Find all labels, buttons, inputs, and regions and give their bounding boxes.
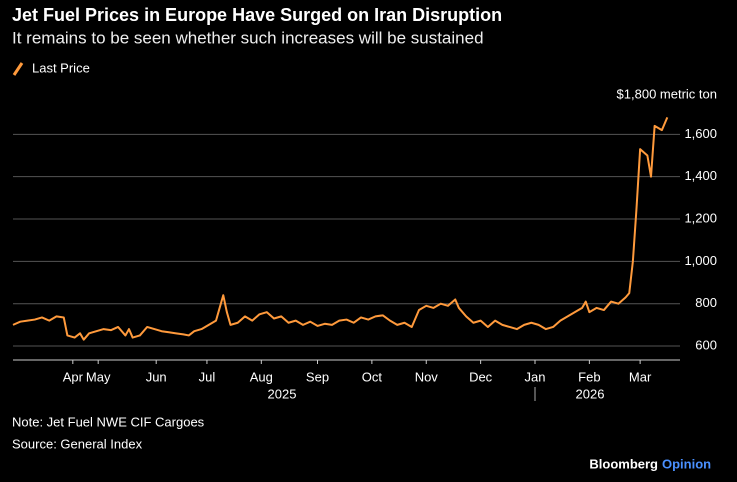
year-label: 2026: [576, 386, 605, 401]
y-tick-label: 600: [695, 337, 717, 352]
note: Note: Jet Fuel NWE CIF Cargoes: [12, 414, 205, 429]
x-tick-label: Sep: [306, 369, 329, 384]
x-tick-label: Oct: [362, 369, 383, 384]
source: Source: General Index: [12, 436, 143, 451]
y-tick-label: 1,000: [684, 253, 717, 268]
legend-label: Last Price: [32, 60, 90, 75]
y-tick-label: 1,200: [684, 210, 717, 225]
line: [12, 117, 669, 341]
chart-title: Jet Fuel Prices in Europe Have Surged on…: [12, 5, 502, 25]
y-tick-label: 800: [695, 295, 717, 310]
chart-subtitle: It remains to be seen whether such incre…: [12, 28, 484, 47]
x-tick-label: Dec: [469, 369, 493, 384]
x-tick-label: Apr: [63, 369, 84, 384]
x-tick-label: Jan: [525, 369, 546, 384]
x-tick-label: Nov: [415, 369, 439, 384]
legend-swatch: [12, 62, 24, 76]
y-tick-label: 1,600: [684, 126, 717, 141]
brand: Bloomberg: [589, 456, 658, 471]
x-tick-label: Aug: [250, 369, 273, 384]
x-tick-label: Feb: [578, 369, 600, 384]
x-tick-label: Jul: [199, 369, 216, 384]
x-tick-label: Mar: [629, 369, 652, 384]
x-tick-label: Jun: [146, 369, 167, 384]
y-tick-label: $1,800 metric ton: [617, 86, 717, 101]
y-tick-label: 1,400: [684, 168, 717, 183]
year-label: 2025: [268, 386, 297, 401]
x-tick-label: May: [86, 369, 111, 384]
brand-suffix: Opinion: [662, 456, 711, 471]
